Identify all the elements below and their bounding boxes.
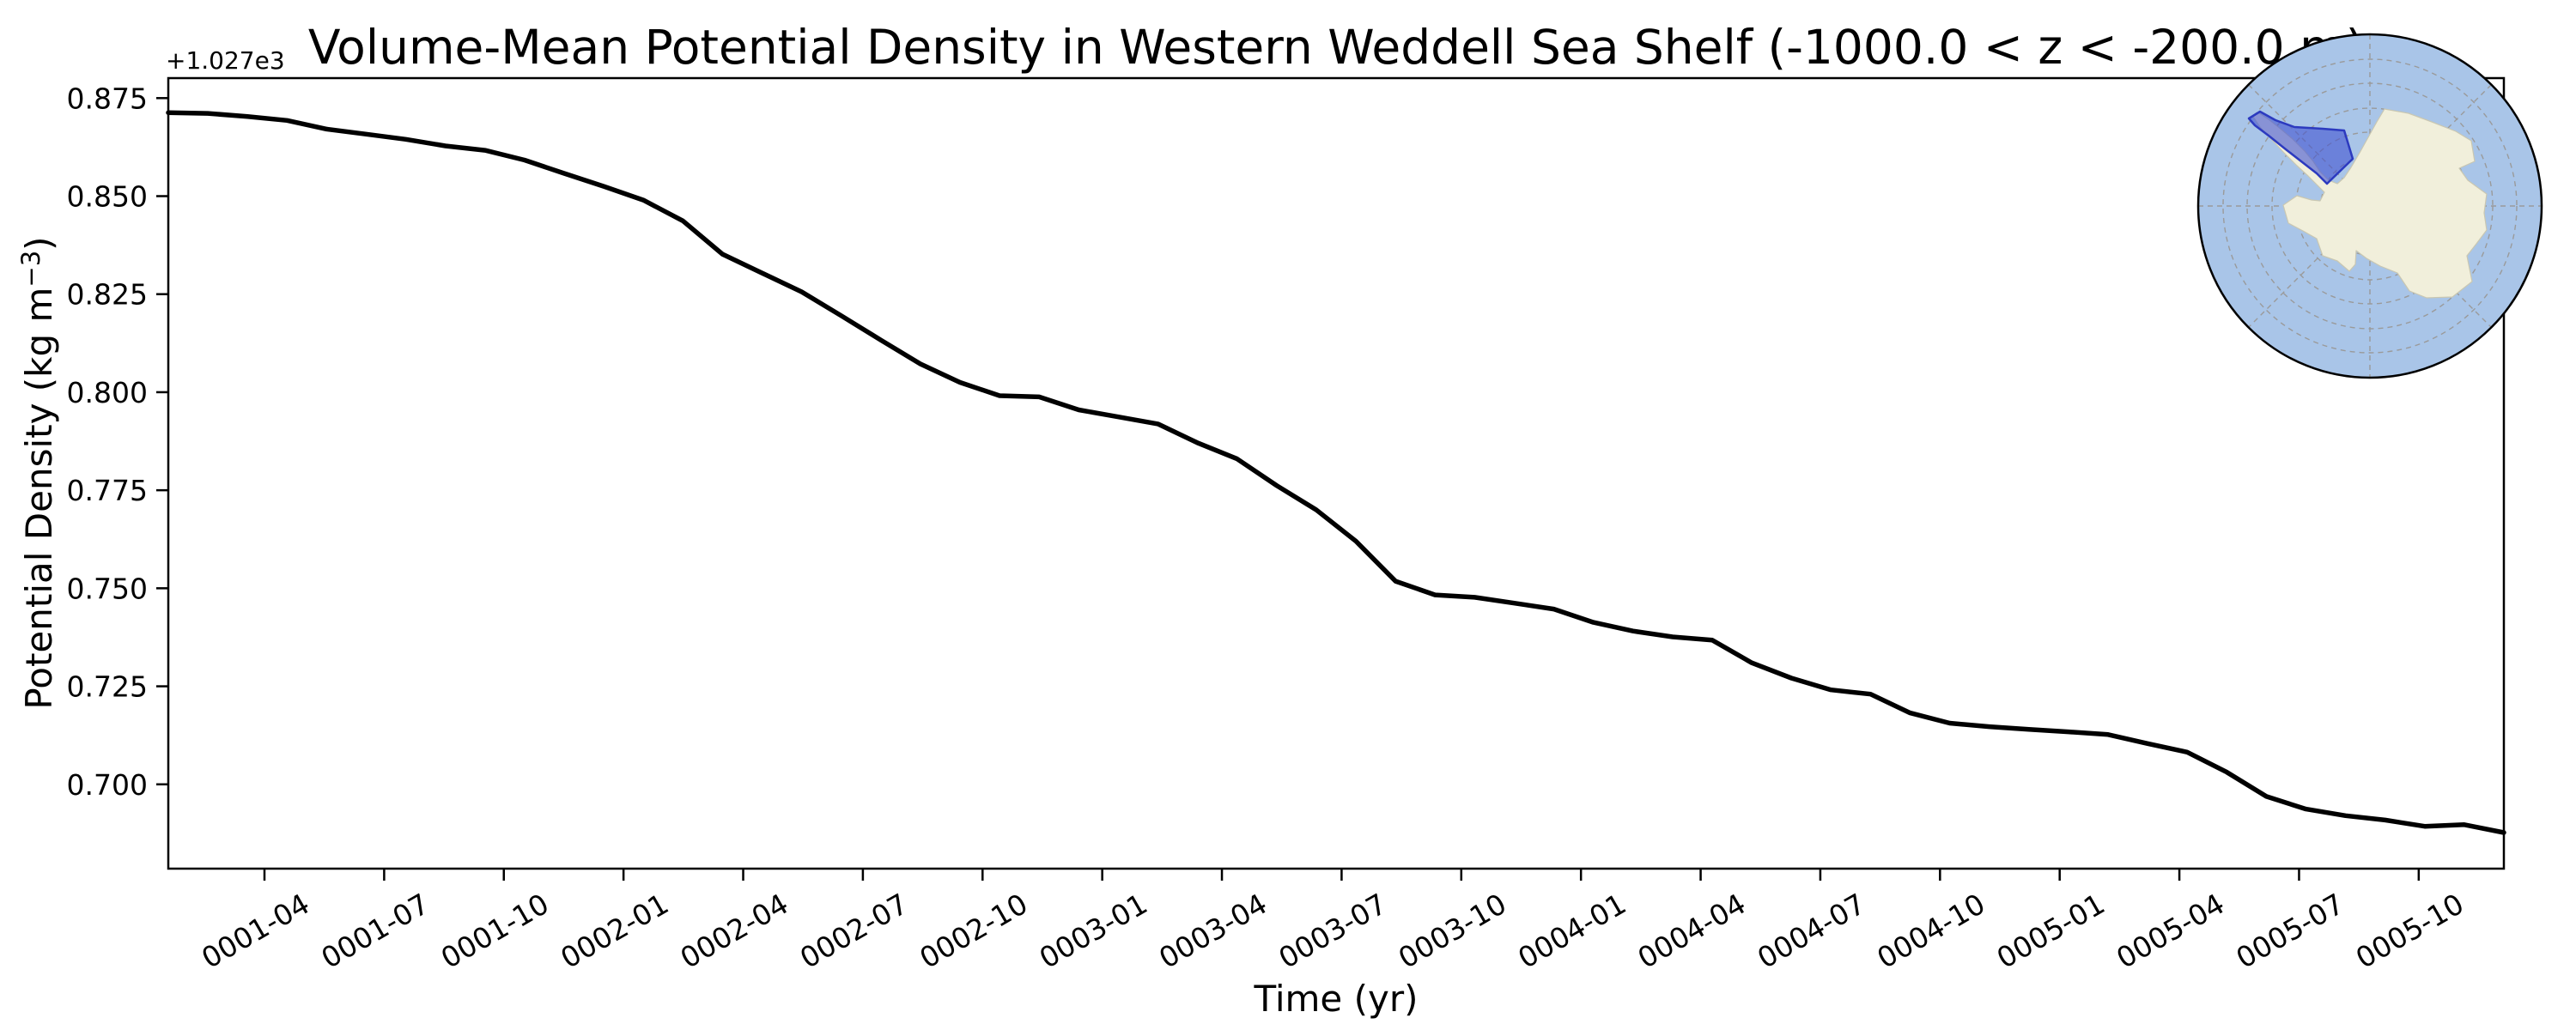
highlight-region-polygon [2247, 110, 2354, 185]
y-axis-offset-label: +1.027e3 [166, 46, 285, 75]
y-tick-label: 0.700 [67, 768, 148, 802]
potential-density-line [166, 110, 2506, 835]
y-tick-label: 0.750 [67, 572, 148, 605]
y-axis-label: Potential Density (kg m−3) [16, 236, 60, 709]
y-tick-label: 0.725 [67, 670, 148, 704]
inset-map [2196, 33, 2543, 379]
plot-frame [167, 76, 2506, 870]
y-tick-label: 0.850 [67, 180, 148, 214]
map-outline [2196, 33, 2543, 379]
x-axis-label: Time (yr) [1253, 978, 1418, 1020]
y-tick-label: 0.775 [67, 474, 148, 507]
graticule-parallel [2222, 58, 2518, 354]
plot-area-spines [167, 76, 2506, 870]
y-tick-label: 0.800 [67, 376, 148, 409]
y-tick-label: 0.825 [67, 278, 148, 312]
chart-title: Volume-Mean Potential Density in Western… [308, 20, 2364, 75]
y-tick-label: 0.875 [67, 82, 148, 115]
y-axis: 0.875 0.850 0.825 0.800 0.775 0.750 0.725 0.700 [67, 82, 168, 802]
